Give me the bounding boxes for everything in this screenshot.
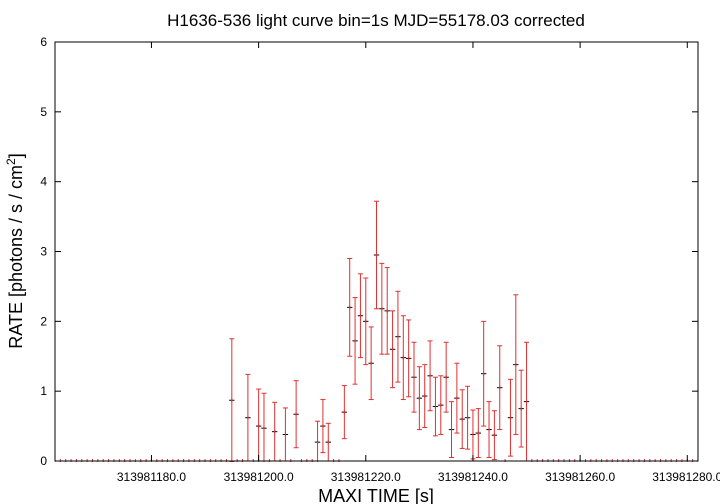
error-bar xyxy=(261,392,267,462)
error-bar xyxy=(293,380,299,449)
error-bar xyxy=(422,364,428,428)
x-tick-label: 313981220.0 xyxy=(331,470,401,484)
error-bar xyxy=(449,401,455,459)
error-bar xyxy=(374,200,379,310)
error-bar xyxy=(229,338,235,462)
error-bar xyxy=(481,320,487,427)
y-tick-label: 0 xyxy=(40,454,47,468)
error-bar xyxy=(454,362,460,434)
error-bar xyxy=(443,341,449,413)
error-bar xyxy=(475,408,481,459)
error-bar xyxy=(341,385,347,440)
x-tick-label: 313981260.0 xyxy=(545,470,615,484)
error-bar xyxy=(368,326,374,401)
y-tick-label: 5 xyxy=(40,105,47,119)
y-axis-label-sup: 2 xyxy=(4,158,18,165)
error-bar xyxy=(438,375,444,435)
error-bar xyxy=(465,385,471,450)
x-axis-label: MAXI TIME [s] xyxy=(318,486,434,504)
error-bar xyxy=(315,420,321,462)
error-bar xyxy=(384,267,390,355)
y-tick-label: 6 xyxy=(40,35,47,49)
plot-area xyxy=(55,200,698,462)
y-tick-label: 2 xyxy=(40,314,47,328)
error-bar xyxy=(347,257,353,357)
x-tick-label: 313981180.0 xyxy=(117,470,187,484)
chart-title: H1636-536 light curve bin=1s MJD=55178.0… xyxy=(167,11,585,30)
error-bar xyxy=(427,340,433,412)
error-bar xyxy=(379,262,385,355)
y-tick-label: 4 xyxy=(40,175,47,189)
error-bar xyxy=(320,399,326,454)
error-bar xyxy=(513,294,519,435)
error-bar xyxy=(357,273,363,359)
error-bar xyxy=(390,310,396,389)
error-bar xyxy=(400,315,406,401)
error-bar xyxy=(486,401,492,459)
error-bar xyxy=(256,388,262,462)
error-bar xyxy=(432,376,438,437)
y-axis-label-end: ] xyxy=(6,153,26,158)
error-bar xyxy=(406,319,412,398)
error-bar xyxy=(411,341,417,413)
y-axis-label-main: RATE [photons / s / cm xyxy=(6,165,26,349)
error-bar xyxy=(459,389,465,449)
x-tick-label: 313981200.0 xyxy=(224,470,294,484)
error-bar xyxy=(416,366,422,431)
y-axis-label: RATE [photons / s / cm2] xyxy=(4,153,26,348)
error-bar xyxy=(497,345,503,431)
error-bar xyxy=(395,290,401,383)
y-tick-label: 3 xyxy=(40,245,47,259)
y-tick-label: 1 xyxy=(40,384,47,398)
x-tick-label: 313981280.0 xyxy=(652,470,720,484)
error-bar xyxy=(507,378,513,457)
error-bar xyxy=(518,369,524,448)
error-bar xyxy=(491,410,497,461)
error-bar xyxy=(363,277,369,366)
error-bar xyxy=(352,297,358,385)
x-tick-label: 313981240.0 xyxy=(438,470,508,484)
